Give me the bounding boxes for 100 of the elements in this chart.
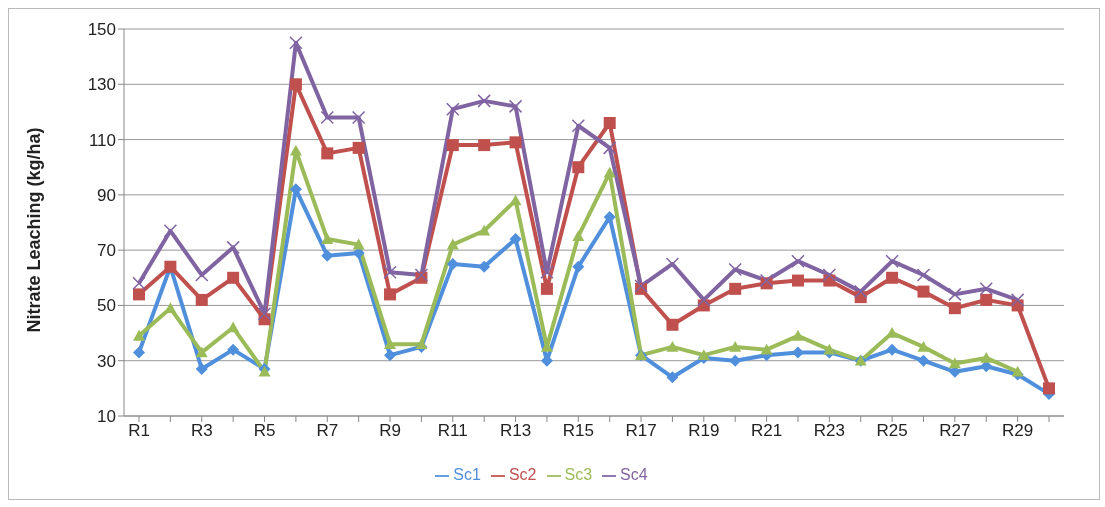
- point: [227, 343, 240, 356]
- point: [853, 284, 868, 299]
- point: [478, 260, 491, 273]
- y-tick-label: 30: [97, 351, 116, 371]
- point: [446, 102, 460, 116]
- point: [133, 346, 145, 359]
- point: [729, 340, 742, 352]
- point: [886, 343, 899, 356]
- point: [791, 254, 805, 268]
- point: [1011, 365, 1024, 377]
- point: [383, 265, 397, 280]
- point: [384, 288, 397, 301]
- y-axis-title: Nitrate Leaching (kg/ha): [24, 127, 45, 333]
- x-tick-label: R3: [190, 421, 213, 441]
- point: [791, 274, 804, 287]
- x-tick-label: R5: [253, 421, 276, 441]
- point: [916, 268, 931, 282]
- point: [572, 230, 585, 242]
- point: [729, 282, 742, 295]
- point: [508, 99, 523, 114]
- point: [697, 349, 710, 360]
- point: [572, 260, 585, 273]
- legend-label: Sc4: [620, 466, 648, 483]
- x-tick-label: R7: [316, 421, 339, 441]
- point: [886, 327, 899, 338]
- point: [540, 265, 554, 280]
- x-tick-label: R29: [1002, 421, 1034, 441]
- y-tick-label: 90: [97, 185, 116, 205]
- point: [1043, 382, 1055, 395]
- x-tick-label: R17: [625, 421, 657, 441]
- x-tick-label: R25: [876, 421, 908, 441]
- y-tick-label: 150: [87, 20, 116, 40]
- point: [979, 282, 993, 296]
- point: [289, 36, 303, 50]
- point: [352, 238, 365, 250]
- x-tick-label: R11: [437, 421, 468, 441]
- x-tick-label: R27: [939, 421, 971, 441]
- point: [446, 238, 459, 250]
- point: [917, 340, 930, 352]
- y-tick-label: 110: [88, 130, 116, 150]
- x-tick-label: R9: [379, 421, 401, 441]
- point: [227, 271, 240, 284]
- point: [540, 282, 553, 295]
- legend-label: Sc3: [564, 466, 593, 483]
- point: [666, 340, 679, 352]
- x-tick-label: R15: [562, 421, 594, 441]
- point: [226, 240, 240, 255]
- point: [195, 346, 208, 358]
- point: [948, 287, 962, 302]
- point: [509, 136, 522, 149]
- point: [257, 306, 272, 321]
- point: [760, 343, 773, 355]
- point: [572, 161, 585, 174]
- point: [886, 271, 899, 284]
- point: [666, 318, 679, 331]
- y-tick-label: 10: [97, 407, 116, 427]
- point: [509, 233, 522, 246]
- point: [321, 147, 334, 160]
- point: [195, 293, 208, 306]
- x-tick-label: R13: [499, 421, 532, 441]
- x-tick-label: R23: [813, 421, 845, 441]
- point: [132, 276, 146, 291]
- point: [603, 166, 616, 178]
- point: [446, 257, 459, 270]
- point: [791, 329, 804, 341]
- point: [320, 110, 335, 125]
- point: [384, 349, 397, 362]
- point: [195, 363, 208, 376]
- point: [133, 329, 145, 341]
- point: [666, 371, 679, 384]
- x-tick-label: R1: [128, 421, 150, 441]
- x-tick-label: R19: [688, 421, 720, 441]
- point: [289, 78, 302, 91]
- point: [729, 354, 742, 367]
- point: [446, 139, 459, 152]
- point: [477, 94, 491, 108]
- point: [603, 116, 616, 129]
- point: [948, 302, 961, 315]
- point: [917, 354, 930, 367]
- legend-label: Sc1: [453, 466, 481, 483]
- point: [133, 288, 145, 301]
- point: [352, 141, 365, 154]
- y-tick-label: 70: [97, 241, 116, 261]
- y-tick-label: 50: [97, 296, 116, 316]
- point: [289, 144, 302, 156]
- point: [478, 139, 491, 152]
- legend-label: Sc2: [508, 466, 537, 483]
- point: [822, 268, 837, 282]
- point: [1010, 293, 1025, 307]
- y-tick-label: 130: [87, 75, 116, 95]
- point: [728, 262, 742, 277]
- point: [948, 357, 961, 369]
- point: [917, 285, 930, 298]
- point: [384, 338, 397, 349]
- point: [759, 273, 774, 288]
- point: [980, 351, 993, 363]
- point: [415, 338, 428, 349]
- point: [351, 110, 366, 125]
- point: [602, 141, 617, 155]
- x-tick-label: R21: [750, 421, 783, 441]
